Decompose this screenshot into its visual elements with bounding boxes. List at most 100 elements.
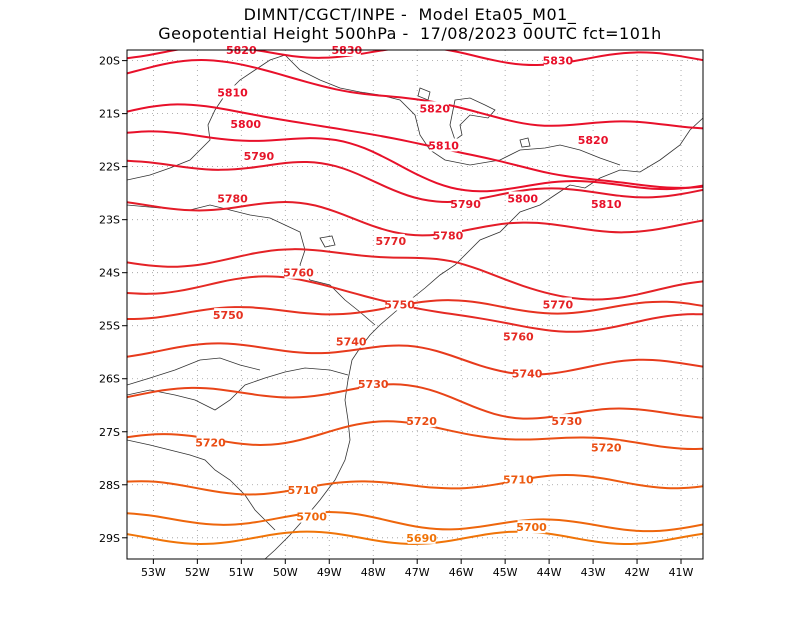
contour-line-5770 — [127, 248, 703, 301]
grid-lines — [127, 50, 703, 559]
state-border — [127, 439, 276, 531]
title-line-2: Geopotential Height 500hPa - 17/08/2023 … — [158, 24, 662, 43]
map-frame — [126, 49, 704, 560]
contour-label-5700: 5700 — [296, 511, 327, 524]
state-border — [127, 367, 349, 411]
contour-line-5760 — [127, 275, 703, 333]
contour-label-bg — [196, 435, 225, 449]
contour-label-5750: 5750 — [384, 299, 415, 312]
contour-label-5790: 5790 — [450, 198, 481, 211]
contour-label-bg — [552, 414, 581, 428]
contour-label-5780: 5780 — [217, 192, 248, 205]
contour-line-5790 — [127, 159, 703, 203]
state-border — [127, 357, 261, 386]
contour-label-bg — [433, 228, 462, 242]
lon-tick-label: 42W — [625, 566, 650, 579]
lon-tick-label: 51W — [229, 566, 254, 579]
coastline — [264, 117, 703, 559]
lon-tick-label: 43W — [581, 566, 606, 579]
contour-label-5730: 5730 — [358, 378, 389, 391]
lake — [417, 87, 431, 101]
contour-label-5740: 5740 — [512, 367, 543, 380]
contour-label-5730: 5730 — [551, 415, 582, 428]
lat-tick-label: 21S — [99, 108, 120, 121]
contour-label-5720: 5720 — [591, 442, 622, 455]
contour-label-5770: 5770 — [376, 235, 407, 248]
contour-label-bg — [337, 334, 366, 348]
contour-label-bg — [543, 53, 572, 67]
contour-line-5700 — [127, 511, 703, 533]
contour-label-5750: 5750 — [213, 309, 244, 322]
lake — [449, 97, 496, 141]
contour-line-5690 — [127, 530, 703, 546]
lon-tick-label: 45W — [493, 566, 518, 579]
lat-tick-label: 20S — [99, 55, 120, 68]
lake — [319, 235, 336, 248]
contour-label-bg — [504, 472, 533, 486]
state-border — [127, 54, 286, 181]
contour-label-bg — [218, 85, 247, 99]
contour-label-bg — [543, 297, 572, 311]
contour-label-bg — [244, 149, 273, 163]
contour-label-5780: 5780 — [433, 230, 464, 243]
contour-label-5830: 5830 — [543, 55, 574, 68]
lon-tick-label: 50W — [273, 566, 298, 579]
contour-label-5800: 5800 — [507, 192, 538, 205]
contour-line-5730 — [127, 383, 703, 420]
contour-label-bg — [284, 265, 313, 279]
contour-line-5800 — [127, 130, 703, 193]
lon-tick-label: 47W — [405, 566, 430, 579]
lat-tick-label: 29S — [99, 532, 120, 545]
contour-label-bg — [429, 138, 458, 152]
lat-tick-label: 26S — [99, 373, 120, 386]
lat-tick-label: 24S — [99, 267, 120, 280]
contour-label-5720: 5720 — [406, 415, 437, 428]
lat-tick-label: 23S — [99, 214, 120, 227]
contour-line-5810 — [127, 103, 703, 189]
contour-line-5830 — [127, 50, 703, 67]
contour-label-5760: 5760 — [283, 267, 314, 280]
contour-label-5820: 5820 — [419, 102, 450, 115]
contour-label-bg — [513, 366, 542, 380]
contour-line-5710 — [127, 473, 703, 496]
state-border — [127, 204, 376, 326]
contour-label-bg — [592, 440, 621, 454]
lat-tick-label: 28S — [99, 479, 120, 492]
contour-label-bg — [297, 509, 326, 523]
contour-label-5820: 5820 — [578, 134, 609, 147]
contour-label-bg — [359, 377, 388, 391]
contour-line-5740 — [127, 342, 703, 376]
contour-label-bg — [517, 520, 546, 534]
contour-label-5810: 5810 — [591, 198, 622, 211]
contour-label-5800: 5800 — [230, 118, 261, 131]
lat-tick-label: 25S — [99, 320, 120, 333]
contour-label-5740: 5740 — [336, 336, 367, 349]
contour-label-5710: 5710 — [288, 484, 319, 497]
contour-label-bg — [288, 483, 317, 497]
contour-label-bg — [407, 530, 436, 544]
contour-line-5820 — [127, 59, 703, 130]
contour-label-bg — [218, 191, 247, 205]
contour-label-bg — [579, 133, 608, 147]
contour-label-bg — [508, 191, 537, 205]
contour-label-bg — [420, 101, 449, 115]
contour-label-bg — [592, 196, 621, 210]
contour-label-bg — [214, 308, 243, 322]
contour-label-5720: 5720 — [195, 436, 226, 449]
contour-label-5810: 5810 — [428, 139, 459, 152]
contour-label-5700: 5700 — [516, 521, 547, 534]
contour-line-5780 — [127, 201, 703, 237]
contour-label-5760: 5760 — [503, 330, 534, 343]
contour-label-bg — [376, 233, 405, 247]
lon-tick-label: 48W — [361, 566, 386, 579]
title-line-1: DIMNT/CGCT/INPE - Model Eta05_M01_ — [243, 5, 577, 24]
contour-label-5770: 5770 — [543, 299, 574, 312]
contour-label-5790: 5790 — [244, 150, 275, 163]
lat-tick-label: 27S — [99, 426, 120, 439]
contour-label-bg — [451, 196, 480, 210]
lake — [519, 137, 531, 148]
contour-label-5710: 5710 — [503, 473, 534, 486]
lon-tick-label: 49W — [317, 566, 342, 579]
contour-label-bg — [385, 297, 414, 311]
